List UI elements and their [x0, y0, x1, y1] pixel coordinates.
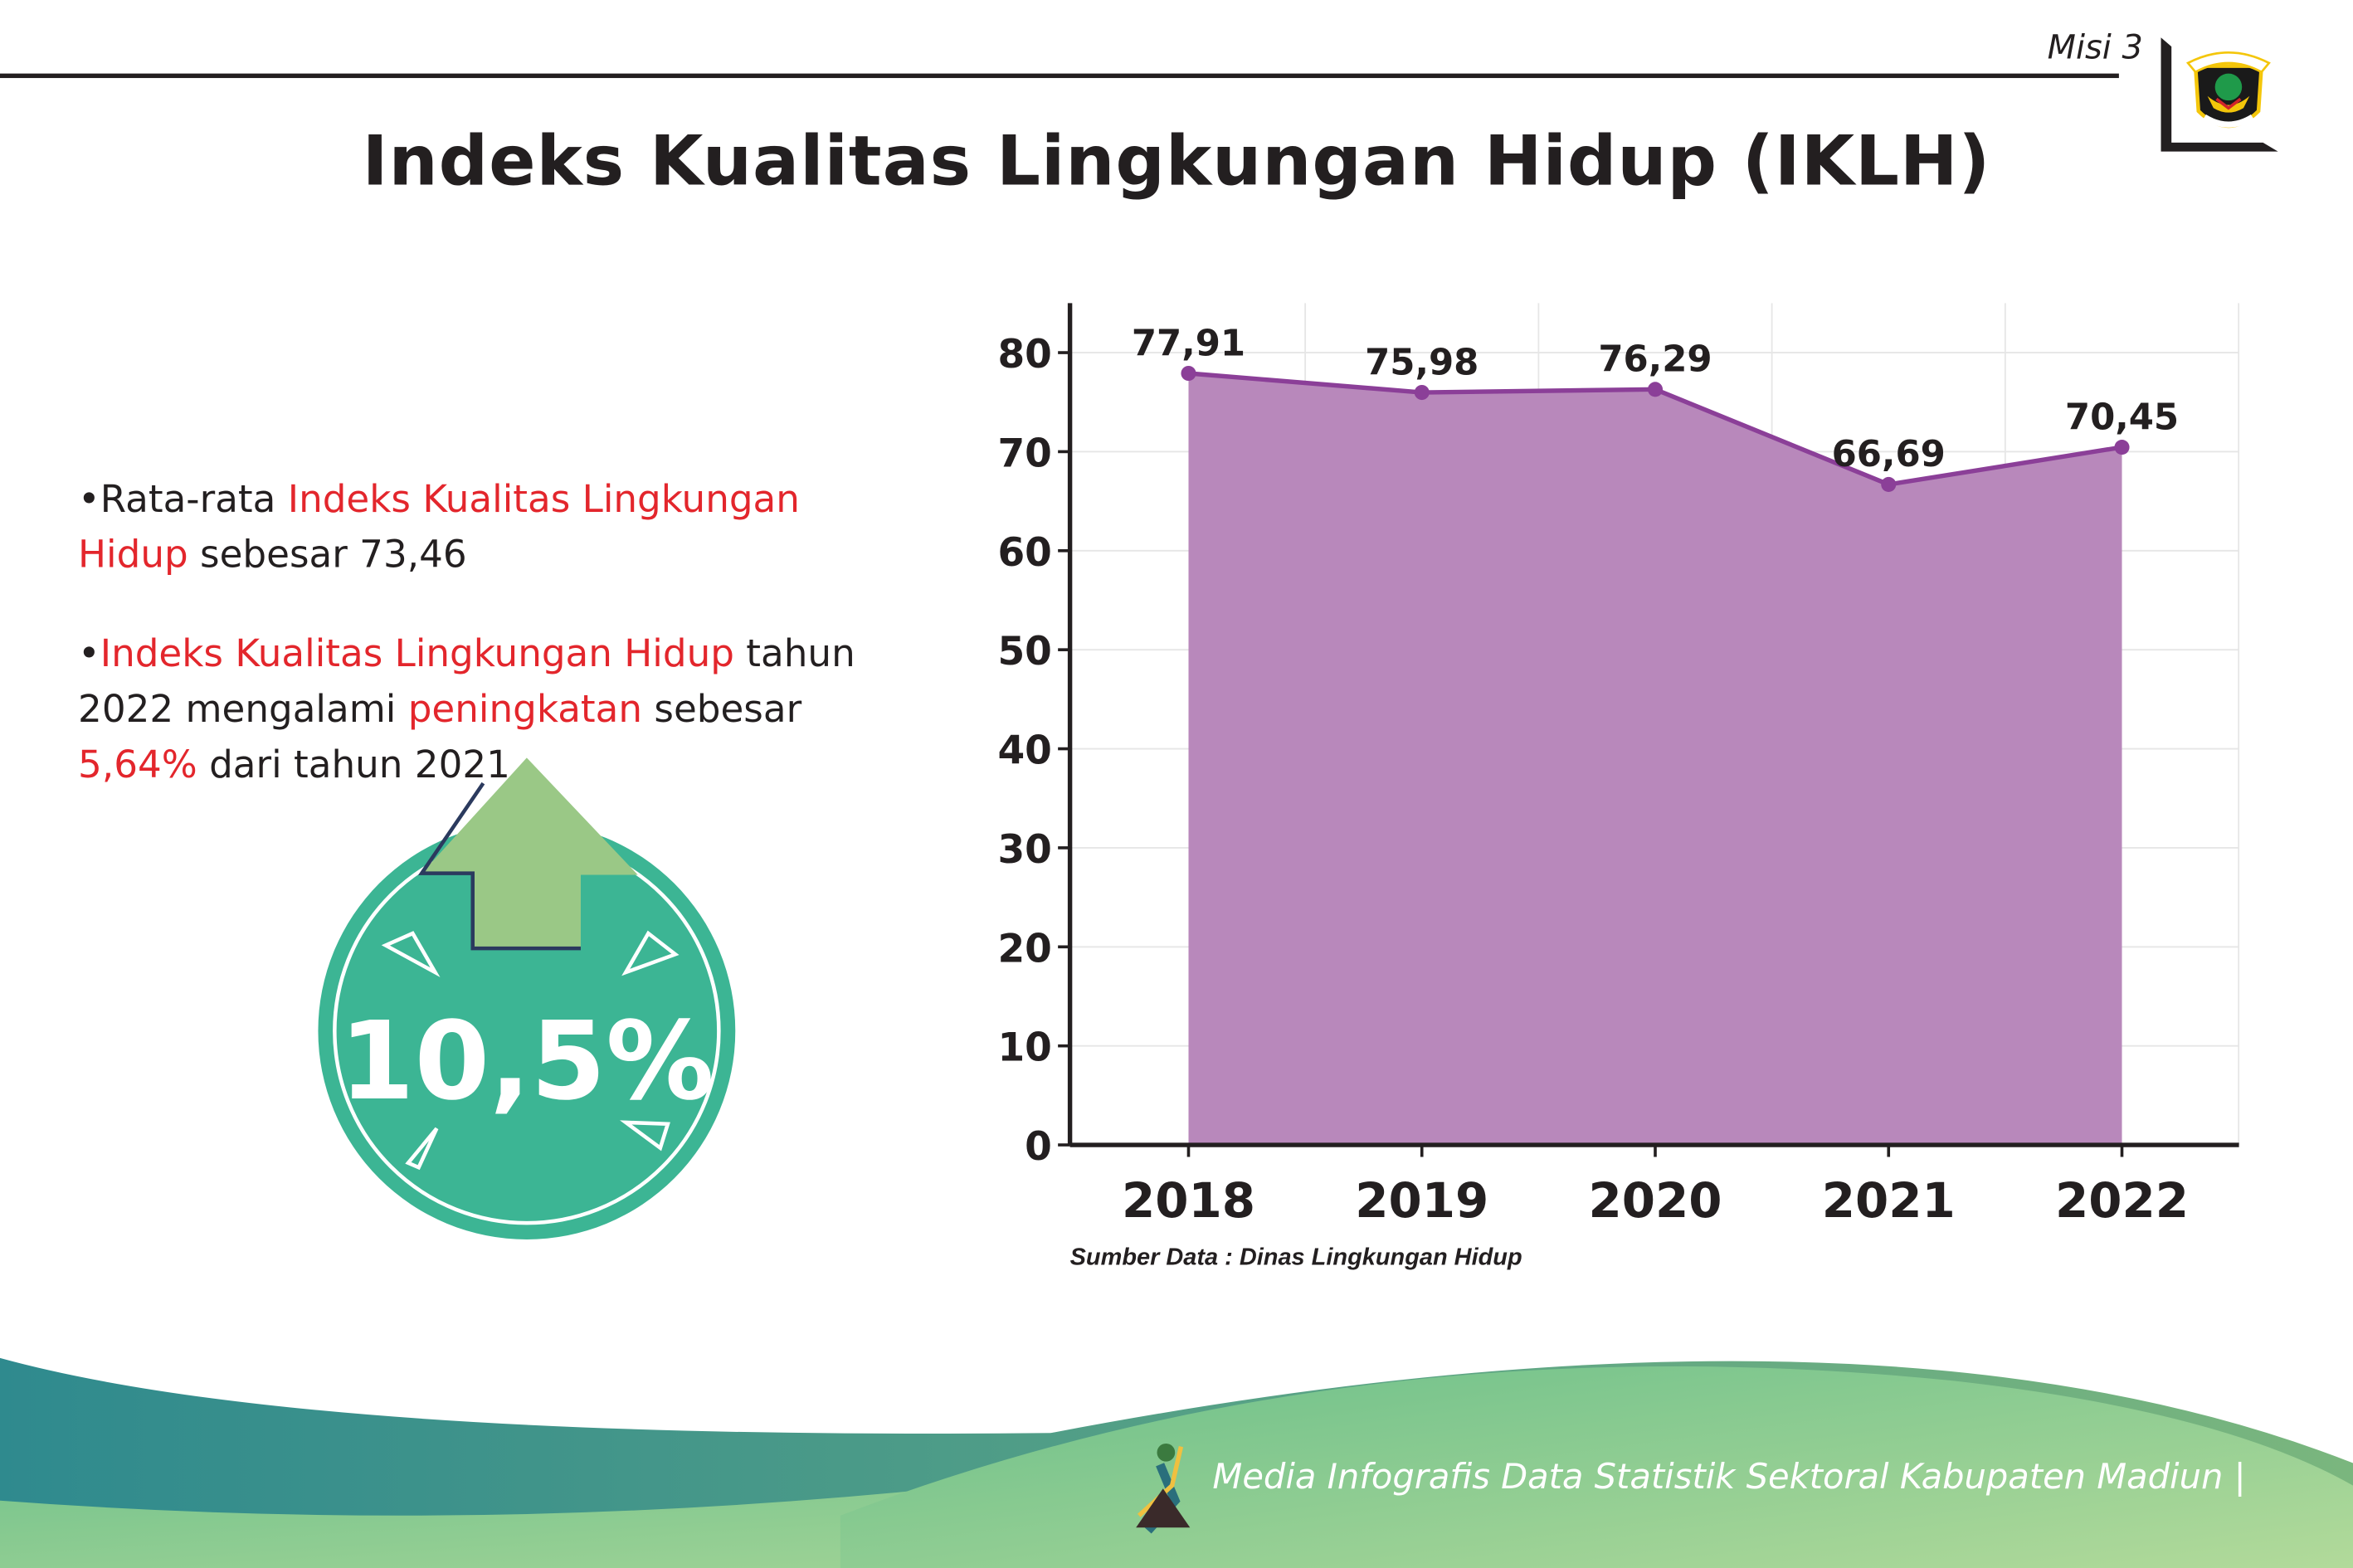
text: Rata-rata: [100, 477, 288, 521]
arrow-up-icon: [417, 757, 638, 951]
footer-text: Media Infografis Data Statistik Sektoral…: [1212, 1458, 2246, 1498]
y-tick-label: 40: [997, 728, 1051, 774]
area-fill: [1188, 373, 2122, 1146]
text: tahun 2022 mengalami: [78, 631, 855, 731]
y-tick-label: 50: [997, 629, 1051, 674]
y-tick-label: 20: [997, 926, 1051, 971]
y-tick-label: 0: [1025, 1124, 1052, 1170]
kabupaten-madiun-logo: [2185, 51, 2271, 129]
x-tick-label: 2018: [1122, 1172, 1255, 1229]
sparkle-decorations: [381, 930, 680, 1171]
page-title: Indeks Kualitas Lingkungan Hidup (IKLH): [362, 119, 1991, 202]
data-label: 75,98: [1365, 342, 1479, 383]
data-point: [1647, 382, 1664, 397]
data-label: 70,45: [2065, 397, 2179, 438]
text: sebesar 73,46: [188, 533, 467, 577]
data-point: [1881, 476, 1897, 492]
data-point: [1181, 365, 1196, 382]
bullet-dot: •: [78, 477, 100, 521]
y-tick-label: 70: [997, 431, 1051, 477]
y-tick-label: 10: [997, 1025, 1051, 1071]
x-tick-label: 2019: [1355, 1172, 1488, 1229]
bullet-increase: •Indeks Kualitas Lingkungan Hidup tahun …: [78, 626, 918, 792]
y-tick-label: 60: [997, 530, 1051, 576]
text: sebesar: [642, 687, 802, 731]
highlight-text: Indeks Kualitas Lingkungan Hidup: [78, 477, 800, 577]
header-rule: [0, 37, 2278, 152]
highlight-text: peningkatan: [407, 687, 643, 731]
data-source: Sumber Data : Dinas Lingkungan Hidup: [1069, 1245, 1522, 1271]
data-label: 77,91: [1132, 323, 1245, 364]
data-label: 76,29: [1598, 339, 1712, 381]
y-tick-label: 30: [997, 827, 1051, 873]
x-tick-label: 2022: [2055, 1172, 2189, 1229]
footer-wave: [0, 1357, 2353, 1568]
mission-label: Misi 3: [2047, 30, 2143, 68]
bullet-dot: •: [78, 631, 100, 675]
data-label: 66,69: [1832, 434, 1946, 475]
media-infografis-logo: [1136, 1443, 1191, 1534]
badge-value: 10,5%: [339, 998, 714, 1124]
text: dari tahun 2021: [197, 743, 510, 786]
data-point: [1414, 384, 1430, 401]
growth-badge: 10,5%: [318, 757, 736, 1239]
highlight-text: Indeks Kualitas Lingkungan Hidup: [100, 631, 734, 675]
highlight-text: 5,64%: [78, 743, 197, 786]
iklh-area-chart: 0 10 20 30 40 50 60 70 80 77,91 2018 75,98 2019 76,29…: [997, 303, 2240, 1229]
y-tick-label: 80: [997, 332, 1051, 377]
data-point: [2114, 440, 2130, 455]
x-tick-label: 2021: [1822, 1172, 1956, 1229]
bullet-average: •Rata-rata Indeks Kualitas Lingkungan Hi…: [78, 471, 918, 582]
x-tick-label: 2020: [1588, 1172, 1722, 1229]
